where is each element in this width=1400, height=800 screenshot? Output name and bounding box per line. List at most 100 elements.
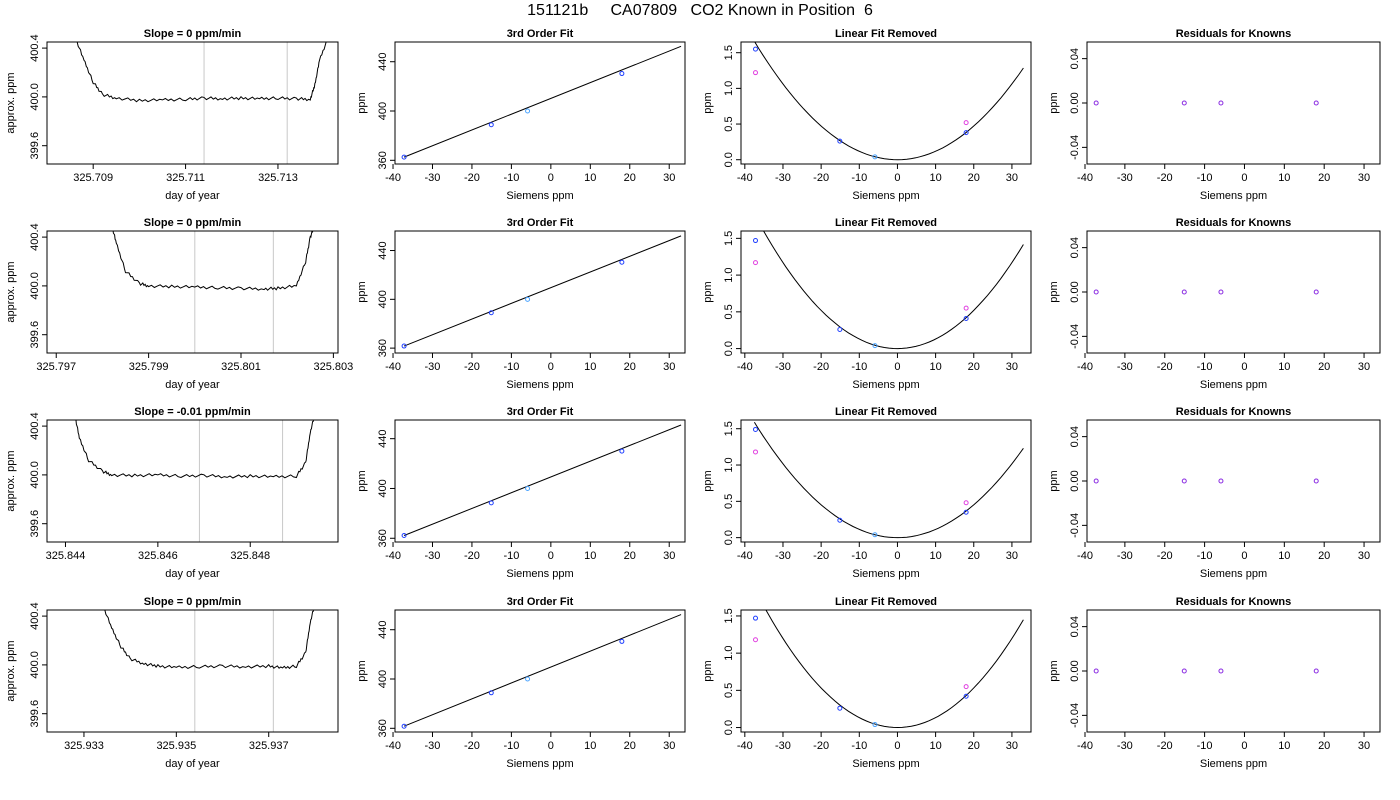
chart-15-ytick-label-2: 0.5 xyxy=(723,683,735,698)
chart-9-xlabel: day of year xyxy=(165,568,220,580)
chart-6-ytick-label-2: 400 xyxy=(377,290,389,308)
chart-4-title: Residuals for Knowns xyxy=(1176,28,1292,40)
chart-3-fit-point-2 xyxy=(837,138,843,144)
chart-7-xtick-label-5: 0 xyxy=(894,361,900,373)
chart-16-ytick-label-2: 0.00 xyxy=(1069,660,1081,681)
chart-12-xtick-label-1: -40 xyxy=(1077,550,1093,562)
chart-3-xtick-label-1: -40 xyxy=(737,172,753,184)
chart-12-residual-point-3 xyxy=(1218,478,1224,484)
chart-10-fit-panel: 3rd Order Fit -40 -30 -20 -10 0 10 20 30 360 400 44… xyxy=(356,406,686,580)
chart-5-title: Slope = 0 ppm/min xyxy=(144,217,242,229)
chart-1-xtick-label-2: 325.711 xyxy=(166,172,205,184)
chart-15-xtick-label-3: -20 xyxy=(813,740,829,752)
chart-4-ytick-label-2: 0.00 xyxy=(1069,92,1081,113)
chart-10-point-4 xyxy=(619,448,625,454)
chart-8-title: Residuals for Knowns xyxy=(1176,217,1292,229)
chart-13-plot-area xyxy=(104,610,314,670)
chart-5-frame xyxy=(46,230,339,354)
chart-8-residual-point-4 xyxy=(1313,289,1319,295)
chart-2-xtick-label-8: 30 xyxy=(663,172,675,184)
chart-9-ytick-label-3: 400.4 xyxy=(29,412,41,440)
chart-8-residual-point-2 xyxy=(1181,289,1187,295)
chart-5-plot-area xyxy=(112,231,314,291)
chart-4-xtick-label-8: 30 xyxy=(1358,172,1370,184)
chart-2-ytick-label-2: 400 xyxy=(377,102,389,120)
chart-2-xtick-label-7: 20 xyxy=(624,172,636,184)
chart-15-ylabel: ppm xyxy=(702,660,714,681)
chart-3-title: Linear Fit Removed xyxy=(835,28,937,40)
chart-15-ytick-label-3: 1.0 xyxy=(723,645,735,660)
chart-3-fit-point-4 xyxy=(963,130,969,136)
chart-8-ytick-label-2: 0.00 xyxy=(1069,281,1081,302)
chart-8-xtick-label-6: 10 xyxy=(1278,361,1290,373)
chart-9-frame xyxy=(46,419,339,543)
chart-12-ylabel: ppm xyxy=(1048,470,1060,491)
chart-11-xlabel: Siemens ppm xyxy=(852,568,919,580)
chart-16-xtick-label-4: -10 xyxy=(1197,740,1213,752)
chart-14-fit-panel: 3rd Order Fit -40 -30 -20 -10 0 10 20 30 360 400 44… xyxy=(356,596,686,770)
chart-15-title: Linear Fit Removed xyxy=(835,596,937,608)
chart-1-ytick-label-2: 400.0 xyxy=(29,83,41,111)
chart-7-frame xyxy=(740,230,1032,354)
chart-10-ytick-label-2: 400 xyxy=(377,479,389,497)
chart-7-title: Linear Fit Removed xyxy=(835,217,937,229)
chart-7-ylabel: ppm xyxy=(702,281,714,302)
chart-3-frame xyxy=(740,41,1032,165)
chart-7-fit-point-1 xyxy=(753,238,758,244)
chart-7-raw-point-2 xyxy=(963,305,969,311)
chart-10-frame xyxy=(394,419,686,543)
chart-15-fit-point-1 xyxy=(753,615,758,621)
chart-8-residuals-panel: Residuals for Knowns -40 -30 -20 -10 0 10 20 30 -… xyxy=(1048,217,1381,391)
chart-7-fit-curve xyxy=(763,231,1024,350)
chart-2-frame xyxy=(394,41,686,165)
chart-4-residual-point-1 xyxy=(1093,100,1099,106)
chart-15-fit-point-4 xyxy=(963,693,969,699)
chart-10-point-1 xyxy=(401,533,407,539)
chart-13-ylabel: approx. ppm xyxy=(5,640,17,701)
chart-5-timeseries-panel: Slope = 0 ppm/min 325.797 325.799 325.801 32… xyxy=(5,217,353,391)
chart-5-xtick-label-1: 325.797 xyxy=(36,361,76,373)
chart-11-linear-removed-panel: Linear Fit Removed -40 -30 -20 -10 0 10 20 30 0.0… xyxy=(702,406,1032,580)
chart-15-ytick-label-1: 0.0 xyxy=(723,720,735,735)
chart-14-xtick-label-7: 20 xyxy=(624,740,636,752)
chart-1-series-line xyxy=(76,42,327,103)
chart-2-plot-area xyxy=(401,45,682,160)
chart-15-plot-area xyxy=(753,610,1024,729)
chart-5-ylabel: approx. ppm xyxy=(5,261,17,322)
chart-16-xtick-label-1: -40 xyxy=(1077,740,1093,752)
chart-3-fit-point-1 xyxy=(753,46,758,52)
chart-2-ytick-label-3: 440 xyxy=(377,53,389,71)
chart-14-point-2 xyxy=(488,690,494,696)
chart-14-xtick-label-5: 0 xyxy=(548,740,554,752)
chart-7-xlabel: Siemens ppm xyxy=(852,379,919,391)
chart-3-plot-area xyxy=(753,42,1024,161)
chart-9-series-line xyxy=(75,420,314,479)
chart-8-xtick-label-8: 30 xyxy=(1358,361,1370,373)
chart-16-residual-point-3 xyxy=(1218,668,1224,674)
chart-16-title: Residuals for Knowns xyxy=(1176,596,1292,608)
chart-8-xtick-label-7: 20 xyxy=(1318,361,1330,373)
chart-10-xtick-label-5: 0 xyxy=(548,550,554,562)
chart-15-xtick-label-2: -30 xyxy=(775,740,791,752)
chart-7-fit-point-4 xyxy=(963,315,969,321)
chart-6-point-2 xyxy=(488,310,494,316)
chart-3-ylabel: ppm xyxy=(702,92,714,113)
chart-14-ytick-label-2: 400 xyxy=(377,670,389,688)
chart-15-xtick-label-6: 10 xyxy=(929,740,941,752)
chart-8-ytick-label-3: 0.04 xyxy=(1069,237,1081,258)
chart-4-xtick-label-4: -10 xyxy=(1197,172,1213,184)
chart-5-xlabel: day of year xyxy=(165,379,220,391)
chart-6-point-4 xyxy=(619,259,625,265)
chart-3-fit-point-3 xyxy=(872,154,878,160)
chart-13-xtick-label-1: 325.933 xyxy=(64,740,104,752)
chart-7-raw-point-1 xyxy=(753,260,758,266)
chart-6-point-1 xyxy=(401,343,407,349)
chart-13-series-line xyxy=(104,610,314,670)
page-title: 151121b CA07809 CO2 Known in Position 6 xyxy=(527,2,873,19)
chart-2-xtick-label-2: -30 xyxy=(425,172,441,184)
chart-10-xtick-label-6: 10 xyxy=(584,550,596,562)
chart-11-xtick-label-6: 10 xyxy=(929,550,941,562)
chart-9-title: Slope = -0.01 ppm/min xyxy=(134,406,251,418)
chart-4-ytick-label-3: 0.04 xyxy=(1069,48,1081,69)
